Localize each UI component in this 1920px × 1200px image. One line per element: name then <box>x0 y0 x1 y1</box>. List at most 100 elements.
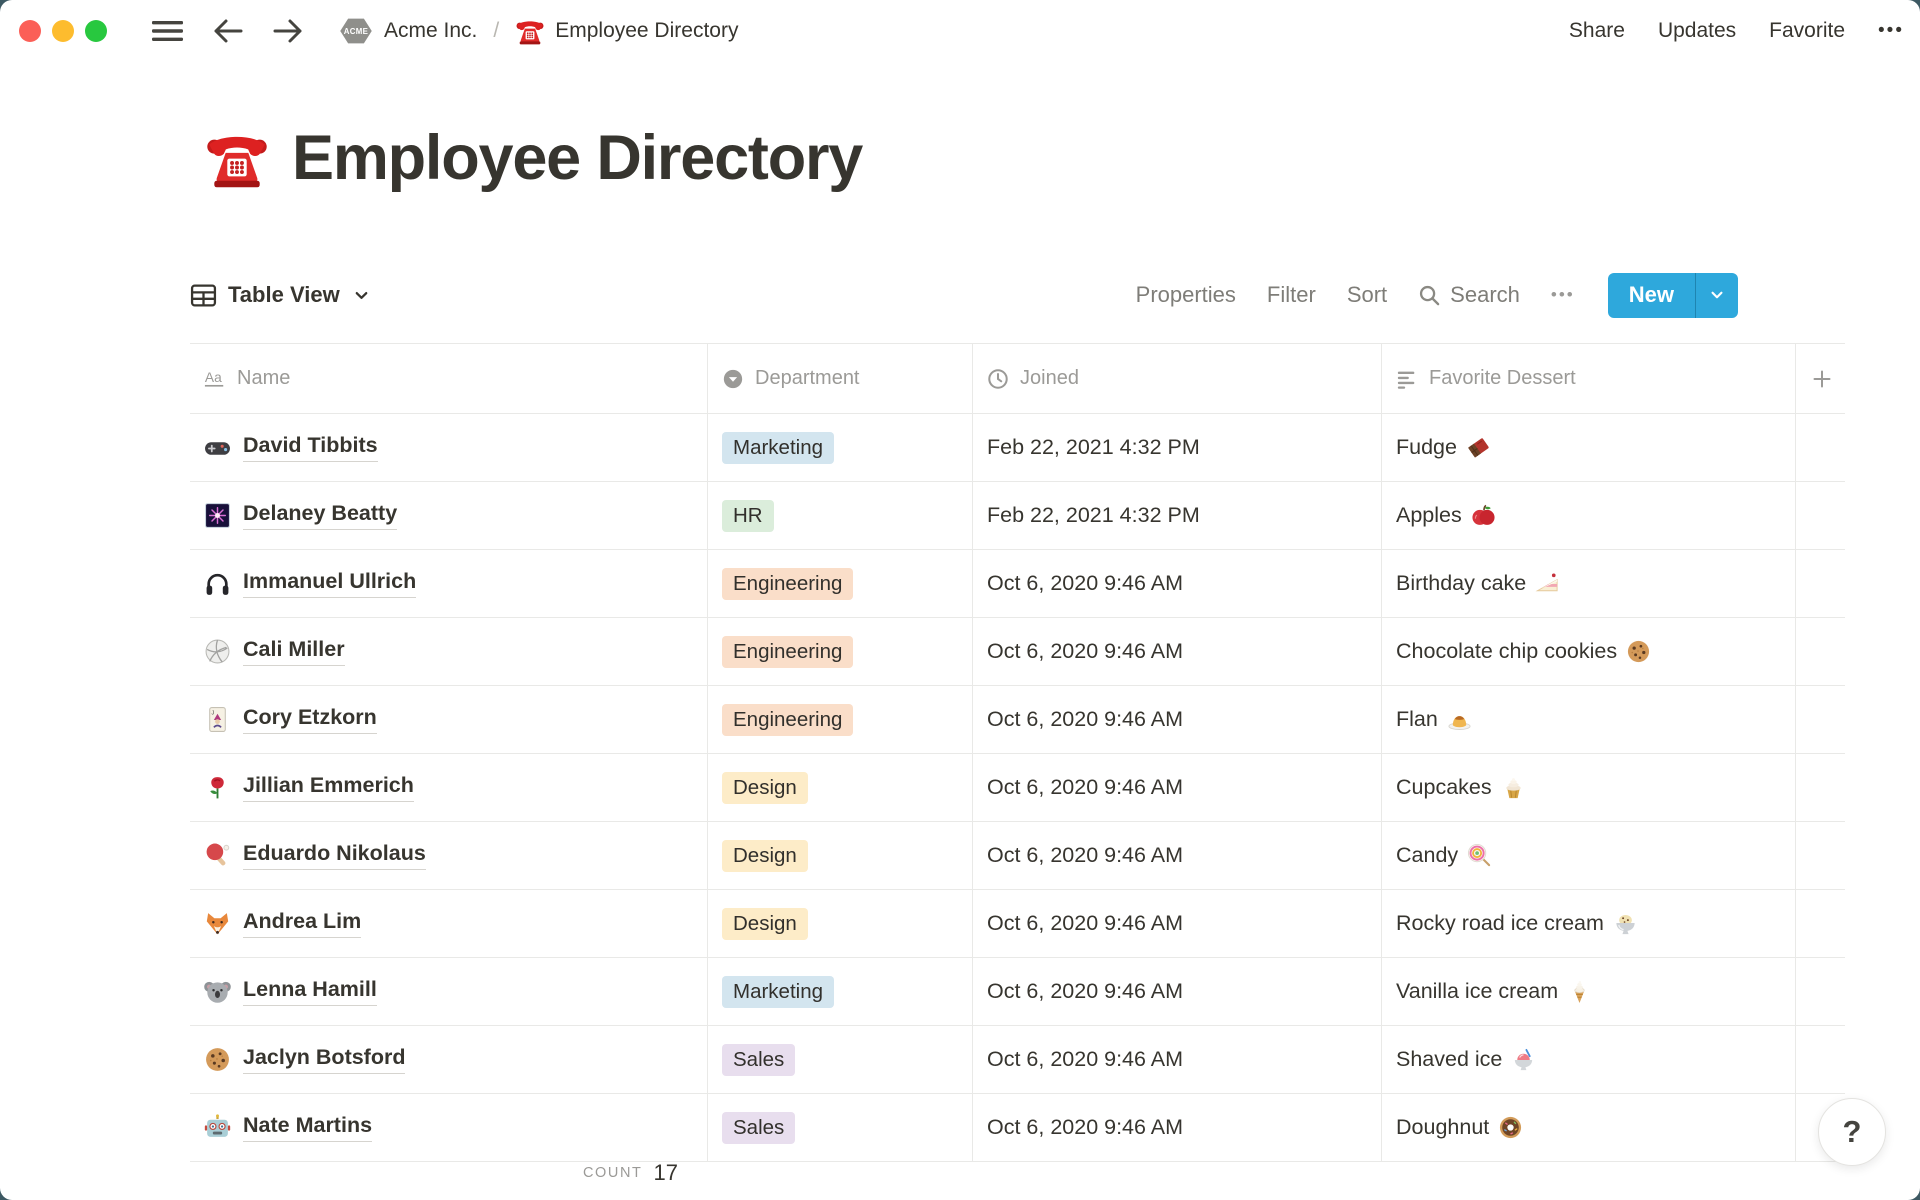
dessert-cell[interactable]: Birthday cake <box>1382 550 1796 617</box>
updates-button[interactable]: Updates <box>1657 19 1737 42</box>
more-options-icon[interactable]: ••• <box>1878 20 1904 41</box>
view-switcher[interactable]: Table View <box>190 282 370 309</box>
minimize-window-button[interactable] <box>52 20 74 42</box>
dessert-cell[interactable]: Apples <box>1382 482 1796 549</box>
filter-button[interactable]: Filter <box>1266 282 1316 307</box>
joined-cell[interactable]: Oct 6, 2020 9:46 AM <box>973 618 1382 685</box>
joined-cell[interactable]: Oct 6, 2020 9:46 AM <box>973 1094 1382 1161</box>
page-icon-telephone[interactable] <box>204 125 270 191</box>
joined-cell[interactable]: Oct 6, 2020 9:46 AM <box>973 958 1382 1025</box>
row-name-link[interactable]: Cory Etzkorn <box>243 705 377 734</box>
department-tag[interactable]: Design <box>722 907 808 940</box>
department-cell[interactable]: Engineering <box>708 550 973 617</box>
new-button-dropdown[interactable] <box>1696 273 1738 318</box>
name-cell[interactable]: Andrea Lim <box>190 890 708 957</box>
department-tag[interactable]: Sales <box>722 1111 796 1144</box>
department-cell[interactable]: Sales <box>708 1026 973 1093</box>
properties-button[interactable]: Properties <box>1135 282 1236 307</box>
name-cell[interactable]: Lenna Hamill <box>190 958 708 1025</box>
department-cell[interactable]: Engineering <box>708 686 973 753</box>
table-row[interactable]: Cali Miller Engineering Oct 6, 2020 9:46… <box>190 618 1845 686</box>
department-tag[interactable]: Engineering <box>722 567 854 600</box>
column-header-name[interactable]: Aa Name <box>190 344 708 413</box>
column-header-department[interactable]: Department <box>708 344 973 413</box>
name-cell[interactable]: Nate Martins <box>190 1094 708 1161</box>
department-cell[interactable]: Design <box>708 822 973 889</box>
department-tag[interactable]: Engineering <box>722 635 854 668</box>
name-cell[interactable]: J Cory Etzkorn <box>190 686 708 753</box>
row-name-link[interactable]: Cali Miller <box>243 637 345 666</box>
department-cell[interactable]: Engineering <box>708 618 973 685</box>
row-name-link[interactable]: Lenna Hamill <box>243 977 377 1006</box>
department-cell[interactable]: Sales <box>708 1094 973 1161</box>
row-name-link[interactable]: Nate Martins <box>243 1113 373 1142</box>
zoom-window-button[interactable] <box>85 20 107 42</box>
name-cell[interactable]: Immanuel Ullrich <box>190 550 708 617</box>
table-row[interactable]: Delaney Beatty HR Feb 22, 2021 4:32 PM A… <box>190 482 1845 550</box>
sidebar-menu-icon[interactable] <box>151 18 184 44</box>
favorite-button[interactable]: Favorite <box>1769 19 1846 42</box>
breadcrumb-page[interactable]: Employee Directory <box>555 19 739 42</box>
department-cell[interactable]: Marketing <box>708 958 973 1025</box>
department-cell[interactable]: Marketing <box>708 414 973 481</box>
row-name-link[interactable]: Andrea Lim <box>243 909 362 938</box>
page-title[interactable]: Employee Directory <box>292 123 863 193</box>
sort-button[interactable]: Sort <box>1346 282 1388 307</box>
row-name-link[interactable]: Eduardo Nikolaus <box>243 841 426 870</box>
breadcrumb-workspace[interactable]: Acme Inc. <box>384 19 478 42</box>
dessert-cell[interactable]: Rocky road ice cream <box>1382 890 1796 957</box>
table-row[interactable]: Lenna Hamill Marketing Oct 6, 2020 9:46 … <box>190 958 1845 1026</box>
forward-icon[interactable] <box>272 17 304 45</box>
department-tag[interactable]: HR <box>722 499 774 532</box>
row-name-link[interactable]: David Tibbits <box>243 433 378 462</box>
dessert-cell[interactable]: Shaved ice <box>1382 1026 1796 1093</box>
department-cell[interactable]: Design <box>708 890 973 957</box>
column-header-joined[interactable]: Joined <box>973 344 1382 413</box>
department-tag[interactable]: Design <box>722 839 808 872</box>
row-name-link[interactable]: Immanuel Ullrich <box>243 569 417 598</box>
joined-cell[interactable]: Feb 22, 2021 4:32 PM <box>973 482 1382 549</box>
table-count-footer[interactable]: COUNT 17 <box>190 1149 708 1197</box>
table-row[interactable]: Eduardo Nikolaus Design Oct 6, 2020 9:46… <box>190 822 1845 890</box>
view-more-options-icon[interactable]: ••• <box>1550 285 1575 304</box>
joined-cell[interactable]: Oct 6, 2020 9:46 AM <box>973 550 1382 617</box>
search-button[interactable]: Search <box>1418 282 1520 308</box>
table-row[interactable]: Andrea Lim Design Oct 6, 2020 9:46 AM Ro… <box>190 890 1845 958</box>
name-cell[interactable]: Jillian Emmerich <box>190 754 708 821</box>
joined-cell[interactable]: Oct 6, 2020 9:46 AM <box>973 1026 1382 1093</box>
table-row[interactable]: Jaclyn Botsford Sales Oct 6, 2020 9:46 A… <box>190 1026 1845 1094</box>
joined-cell[interactable]: Feb 22, 2021 4:32 PM <box>973 414 1382 481</box>
back-icon[interactable] <box>212 17 244 45</box>
row-name-link[interactable]: Jaclyn Botsford <box>243 1045 406 1074</box>
help-button[interactable]: ? <box>1818 1098 1886 1166</box>
department-tag[interactable]: Engineering <box>722 703 854 736</box>
department-tag[interactable]: Marketing <box>722 431 835 464</box>
name-cell[interactable]: Eduardo Nikolaus <box>190 822 708 889</box>
table-row[interactable]: J Cory Etzkorn Engineering Oct 6, 2020 9… <box>190 686 1845 754</box>
dessert-cell[interactable]: Fudge <box>1382 414 1796 481</box>
share-button[interactable]: Share <box>1568 19 1625 42</box>
workspace-logo-icon[interactable]: ACME <box>338 13 374 49</box>
row-name-link[interactable]: Jillian Emmerich <box>243 773 414 802</box>
column-header-favorite-dessert[interactable]: Favorite Dessert <box>1382 344 1796 413</box>
table-row[interactable]: Nate Martins Sales Oct 6, 2020 9:46 AM D… <box>190 1094 1845 1162</box>
department-tag[interactable]: Sales <box>722 1043 796 1076</box>
table-row[interactable]: Immanuel Ullrich Engineering Oct 6, 2020… <box>190 550 1845 618</box>
department-tag[interactable]: Design <box>722 771 808 804</box>
table-row[interactable]: David Tibbits Marketing Feb 22, 2021 4:3… <box>190 414 1845 482</box>
dessert-cell[interactable]: Chocolate chip cookies <box>1382 618 1796 685</box>
table-row[interactable]: Jillian Emmerich Design Oct 6, 2020 9:46… <box>190 754 1845 822</box>
joined-cell[interactable]: Oct 6, 2020 9:46 AM <box>973 890 1382 957</box>
joined-cell[interactable]: Oct 6, 2020 9:46 AM <box>973 822 1382 889</box>
dessert-cell[interactable]: Flan <box>1382 686 1796 753</box>
department-cell[interactable]: HR <box>708 482 973 549</box>
name-cell[interactable]: Cali Miller <box>190 618 708 685</box>
dessert-cell[interactable]: Vanilla ice cream <box>1382 958 1796 1025</box>
dessert-cell[interactable]: Doughnut <box>1382 1094 1796 1161</box>
close-window-button[interactable] <box>19 20 41 42</box>
joined-cell[interactable]: Oct 6, 2020 9:46 AM <box>973 754 1382 821</box>
dessert-cell[interactable]: Cupcakes <box>1382 754 1796 821</box>
department-tag[interactable]: Marketing <box>722 975 835 1008</box>
dessert-cell[interactable]: Candy <box>1382 822 1796 889</box>
new-button-label[interactable]: New <box>1608 272 1696 318</box>
